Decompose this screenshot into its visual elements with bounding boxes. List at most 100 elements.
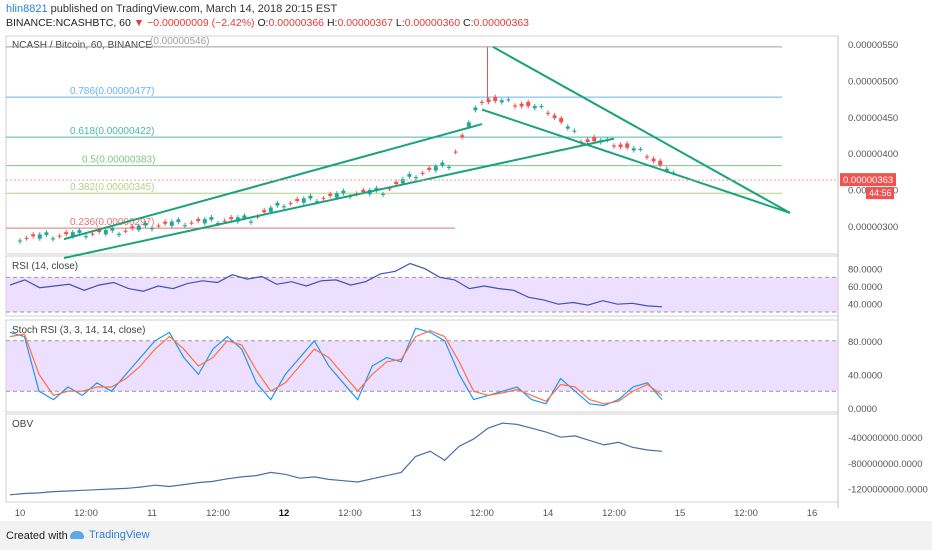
candle-body (321, 198, 326, 200)
candle-body (156, 225, 161, 227)
rsi-tick-label: 80.0000 (848, 265, 882, 276)
candle-body (341, 190, 346, 194)
candle-body (123, 230, 128, 232)
candle-body (645, 156, 649, 158)
candle-body (189, 222, 194, 224)
candle-body (196, 219, 201, 222)
candle-body (315, 201, 319, 203)
candle-body (618, 144, 623, 148)
candle-body (103, 230, 108, 235)
candle-body (70, 232, 75, 237)
candle-body (631, 148, 636, 151)
candle-body (90, 233, 95, 235)
x-tick-label: 12:00 (602, 508, 626, 519)
candle-body (625, 143, 630, 148)
ohlc-line: BINANCE:NCASHBTC, 60 ▼ −0.00000009 (−2.4… (6, 16, 529, 30)
candle-body (216, 223, 220, 225)
candle-body (658, 160, 663, 166)
price-tick-label: 0.00000300 (848, 222, 898, 233)
fib-level-label: 0.618(0.00000422) (70, 126, 155, 137)
stoch-rsi-tick-label: 0.0000 (848, 404, 877, 415)
candle-body (37, 234, 42, 239)
candle-body (638, 148, 643, 150)
stoch-rsi-tick-label: 80.0000 (848, 337, 882, 348)
candle-body (473, 107, 478, 111)
last-price-tag (840, 173, 896, 187)
candle-body (546, 112, 550, 114)
x-tick-label: 12:00 (734, 508, 758, 519)
tradingview-logo[interactable]: TradingView (70, 529, 150, 541)
candle-body (427, 167, 432, 170)
candle-body (381, 193, 385, 195)
candle-body (31, 234, 36, 237)
candle-body (18, 240, 22, 242)
candle-body (440, 162, 445, 166)
low-value: 0.00000360 (404, 17, 461, 29)
candle-body (117, 233, 121, 236)
trend-line (481, 108, 791, 214)
candle-body (249, 221, 253, 223)
stoch-rsi-line (9, 330, 663, 405)
x-tick-label: 11 (147, 508, 157, 519)
cloud-icon (70, 531, 84, 540)
rsi-tick-label: 40.0000 (848, 299, 882, 310)
candle-body (394, 181, 399, 184)
candle-body (44, 232, 49, 236)
candle-body (222, 220, 227, 222)
candle-body (506, 99, 511, 101)
author-link[interactable]: hlin8821 (6, 3, 48, 15)
candle-body (499, 100, 504, 103)
rsi-line (9, 262, 663, 308)
candle-body (480, 101, 484, 103)
close-label: C: (463, 17, 474, 29)
candle-body (295, 198, 300, 202)
price-tick-label: 0.00000500 (848, 76, 898, 87)
candle-body (24, 237, 29, 239)
open-value: 0.00000366 (268, 17, 325, 29)
candle-body (334, 193, 339, 198)
fib-level-label: 0.5(0.00000383) (82, 155, 155, 166)
trading-chart[interactable]: NCASH / Bitcoin, 60, BINANCE(0.00000546)… (0, 32, 932, 520)
publish-text: published on TradingView.com, March 14, … (50, 3, 338, 15)
candle-body (400, 179, 405, 184)
candle-body (592, 136, 597, 142)
price-tick-label: 0.00000450 (848, 113, 898, 124)
candle-body (275, 202, 280, 206)
publish-info: hlin8821 published on TradingView.com, M… (6, 2, 337, 16)
candle-body (552, 115, 557, 119)
candle-body (268, 207, 273, 212)
price-tick-label: 0.00000550 (848, 40, 898, 51)
candle-body (242, 215, 247, 219)
candle-body (57, 235, 62, 237)
countdown-label: 44:56 (869, 188, 892, 198)
candle-body (493, 96, 498, 102)
candle-body (301, 198, 306, 203)
stoch-rsi-tick-label: 40.0000 (848, 370, 882, 381)
candle-body (176, 219, 181, 223)
candle-body (163, 221, 168, 224)
close-value: 0.00000363 (473, 17, 530, 29)
candle-body (288, 203, 293, 205)
rsi-title: RSI (14, close) (12, 261, 78, 272)
candle-body (229, 217, 234, 220)
countdown-tag (866, 187, 894, 200)
stoch-rsi-title: Stoch RSI (3, 3, 14, 14, close) (12, 325, 145, 336)
high-value: 0.00000367 (337, 17, 393, 29)
candle-body (565, 126, 570, 129)
candle-body (612, 145, 616, 147)
candle-body (209, 217, 214, 220)
x-tick-label: 12:00 (470, 508, 494, 519)
candle-body (447, 166, 451, 169)
obv-tick-label: -800000000.0000 (848, 459, 923, 470)
candle-body (664, 168, 669, 171)
fib-level-label: (0.00000546) (150, 36, 210, 47)
panel-frame (5, 413, 839, 503)
open-label: O: (257, 17, 269, 29)
candle-body (572, 130, 577, 132)
candle-body (84, 236, 88, 238)
candle-body (486, 99, 491, 103)
x-tick-label: 12:00 (206, 508, 230, 519)
chart-title: NCASH / Bitcoin, 60, BINANCE (12, 40, 152, 51)
rsi-tick-label: 60.0000 (848, 282, 882, 293)
candle-body (136, 225, 141, 230)
